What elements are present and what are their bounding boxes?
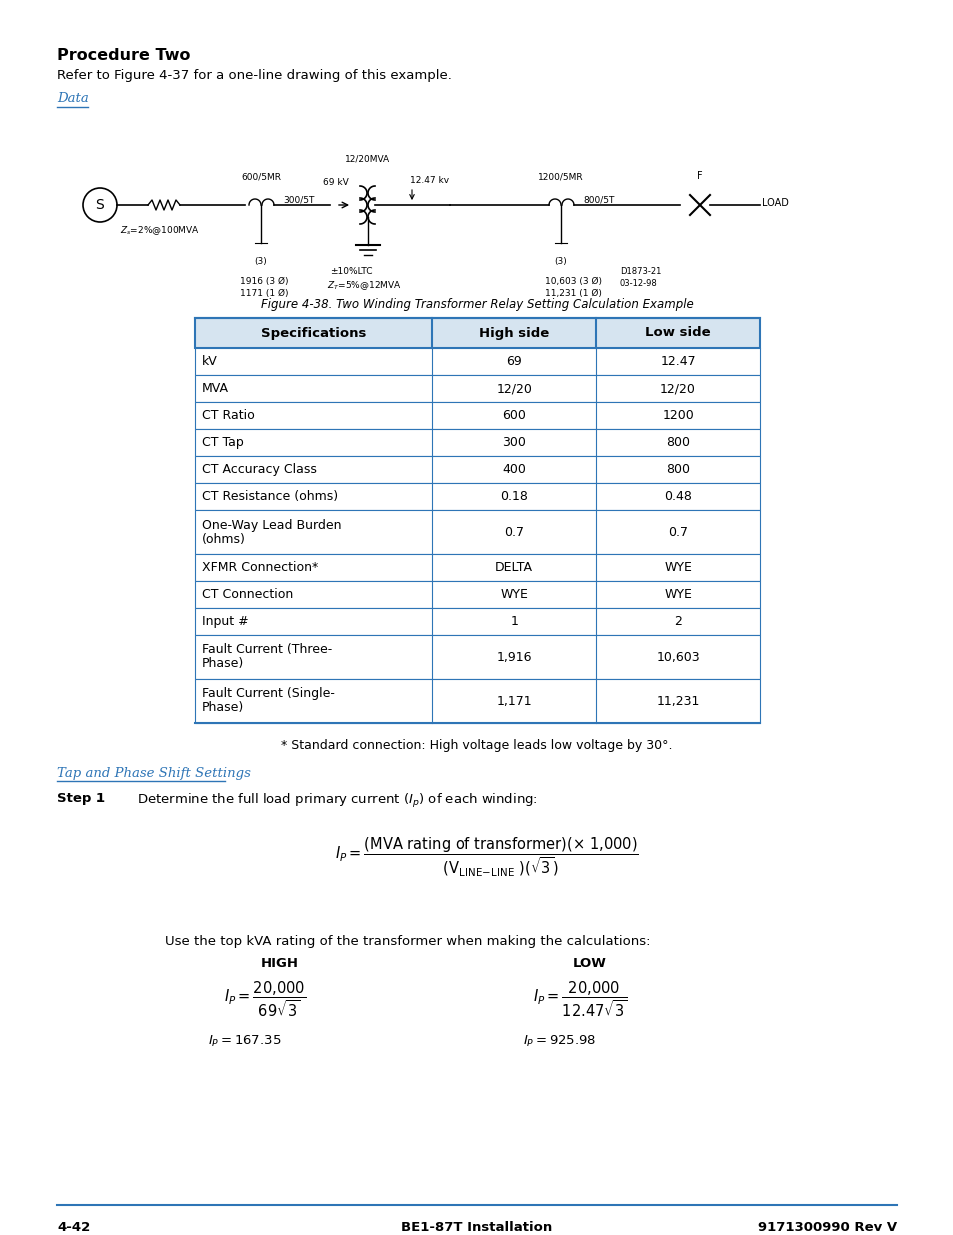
Text: Fault Current (Single-: Fault Current (Single- <box>202 688 335 700</box>
Bar <box>194 679 760 722</box>
Text: ±10%LTC: ±10%LTC <box>330 267 372 275</box>
Text: Phase): Phase) <box>202 657 244 671</box>
Text: 600/5MR: 600/5MR <box>241 172 281 182</box>
Text: 03-12-98: 03-12-98 <box>619 279 657 288</box>
Text: 12.47 kv: 12.47 kv <box>410 177 449 185</box>
Text: 1200: 1200 <box>661 409 693 422</box>
Text: 0.7: 0.7 <box>504 526 524 538</box>
Text: 0.7: 0.7 <box>667 526 687 538</box>
Bar <box>194 429 760 456</box>
Text: LOAD: LOAD <box>761 198 788 207</box>
Text: .: . <box>96 792 101 805</box>
Text: 11,231: 11,231 <box>656 694 700 708</box>
Text: Tap and Phase Shift Settings: Tap and Phase Shift Settings <box>57 767 251 781</box>
Text: 1,916: 1,916 <box>496 651 532 663</box>
Text: 1: 1 <box>510 615 517 629</box>
Text: XFMR Connection*: XFMR Connection* <box>202 561 318 574</box>
Text: 9171300990 Rev V: 9171300990 Rev V <box>757 1221 896 1234</box>
Text: kV: kV <box>202 354 217 368</box>
Text: Refer to Figure 4-37 for a one-line drawing of this example.: Refer to Figure 4-37 for a one-line draw… <box>57 69 452 82</box>
Bar <box>194 456 760 483</box>
Text: MVA: MVA <box>202 382 229 395</box>
Text: 12/20: 12/20 <box>659 382 696 395</box>
Text: 0.18: 0.18 <box>499 490 528 503</box>
Text: 1,171: 1,171 <box>496 694 532 708</box>
Text: HIGH: HIGH <box>261 957 298 969</box>
Text: CT Ratio: CT Ratio <box>202 409 254 422</box>
Text: Fault Current (Three-: Fault Current (Three- <box>202 643 332 657</box>
Text: 800/5T: 800/5T <box>582 195 614 205</box>
Text: 10,603: 10,603 <box>656 651 700 663</box>
Text: Input #: Input # <box>202 615 249 629</box>
Bar <box>194 403 760 429</box>
Text: $I_P = \dfrac{20{,}000}{12.47\sqrt{3}}$: $I_P = \dfrac{20{,}000}{12.47\sqrt{3}}$ <box>532 979 627 1019</box>
Text: Determine the full load primary current ($I_p$) of each winding:: Determine the full load primary current … <box>137 792 537 810</box>
Text: CT Resistance (ohms): CT Resistance (ohms) <box>202 490 337 503</box>
Bar <box>194 483 760 510</box>
Text: $Z_T$=5%@12MVA: $Z_T$=5%@12MVA <box>327 279 401 291</box>
Text: WYE: WYE <box>663 588 691 601</box>
Bar <box>194 510 760 555</box>
Text: WYE: WYE <box>663 561 691 574</box>
Text: $I_P = 167.35$: $I_P = 167.35$ <box>208 1034 281 1049</box>
Text: S: S <box>95 198 104 212</box>
Text: 12.47: 12.47 <box>659 354 695 368</box>
Text: CT Accuracy Class: CT Accuracy Class <box>202 463 316 475</box>
Text: High side: High side <box>478 326 549 340</box>
Text: Figure 4-38. Two Winding Transformer Relay Setting Calculation Example: Figure 4-38. Two Winding Transformer Rel… <box>260 298 693 311</box>
Text: 800: 800 <box>665 463 689 475</box>
Text: $I_P = 925.98$: $I_P = 925.98$ <box>523 1034 596 1049</box>
Text: 400: 400 <box>502 463 526 475</box>
Text: Data: Data <box>57 91 89 105</box>
Text: 600: 600 <box>502 409 526 422</box>
Text: * Standard connection: High voltage leads low voltage by 30°.: * Standard connection: High voltage lead… <box>281 739 672 752</box>
Bar <box>194 608 760 635</box>
Text: 800: 800 <box>665 436 689 450</box>
Text: D1873-21: D1873-21 <box>619 267 660 275</box>
Text: $I_P = \dfrac{(\mathrm{MVA\ rating\ of\ transformer})(\times\ 1{,}000)}{(\mathrm: $I_P = \dfrac{(\mathrm{MVA\ rating\ of\ … <box>335 836 639 878</box>
Bar <box>194 375 760 403</box>
Text: CT Tap: CT Tap <box>202 436 244 450</box>
Text: (3): (3) <box>554 257 567 266</box>
Text: 11,231 (1 Ø): 11,231 (1 Ø) <box>544 289 601 298</box>
Text: Phase): Phase) <box>202 701 244 715</box>
Bar <box>194 580 760 608</box>
Text: 69 kV: 69 kV <box>323 178 349 186</box>
Text: 69: 69 <box>506 354 521 368</box>
Text: 2: 2 <box>674 615 681 629</box>
Text: One-Way Lead Burden: One-Way Lead Burden <box>202 519 341 531</box>
Bar <box>194 555 760 580</box>
Text: 10,603 (3 Ø): 10,603 (3 Ø) <box>544 277 601 287</box>
Text: Step 1: Step 1 <box>57 792 105 805</box>
Text: 12/20: 12/20 <box>496 382 532 395</box>
Text: 1200/5MR: 1200/5MR <box>537 172 583 182</box>
Text: $I_P = \dfrac{20{,}000}{69\sqrt{3}}$: $I_P = \dfrac{20{,}000}{69\sqrt{3}}$ <box>224 979 306 1019</box>
Bar <box>194 348 760 375</box>
Text: F: F <box>697 170 702 182</box>
Text: 4-42: 4-42 <box>57 1221 91 1234</box>
Text: DELTA: DELTA <box>495 561 533 574</box>
Text: 12/20MVA: 12/20MVA <box>345 154 390 163</box>
Text: Procedure Two: Procedure Two <box>57 48 191 63</box>
Text: (ohms): (ohms) <box>202 532 246 546</box>
Text: Use the top kVA rating of the transformer when making the calculations:: Use the top kVA rating of the transforme… <box>165 935 650 948</box>
Text: 300: 300 <box>502 436 526 450</box>
Bar <box>194 635 760 679</box>
Text: 300/5T: 300/5T <box>283 195 314 205</box>
Text: Specifications: Specifications <box>261 326 366 340</box>
Text: 1171 (1 Ø): 1171 (1 Ø) <box>240 289 288 298</box>
Text: CT Connection: CT Connection <box>202 588 293 601</box>
Text: $Z_s$=2%@100MVA: $Z_s$=2%@100MVA <box>120 225 200 237</box>
Text: LOW: LOW <box>573 957 606 969</box>
Text: BE1-87T Installation: BE1-87T Installation <box>401 1221 552 1234</box>
Text: Low side: Low side <box>644 326 710 340</box>
Text: 1916 (3 Ø): 1916 (3 Ø) <box>240 277 288 287</box>
Text: (3): (3) <box>254 257 267 266</box>
Bar <box>194 317 760 348</box>
Text: WYE: WYE <box>499 588 528 601</box>
Text: 0.48: 0.48 <box>663 490 691 503</box>
